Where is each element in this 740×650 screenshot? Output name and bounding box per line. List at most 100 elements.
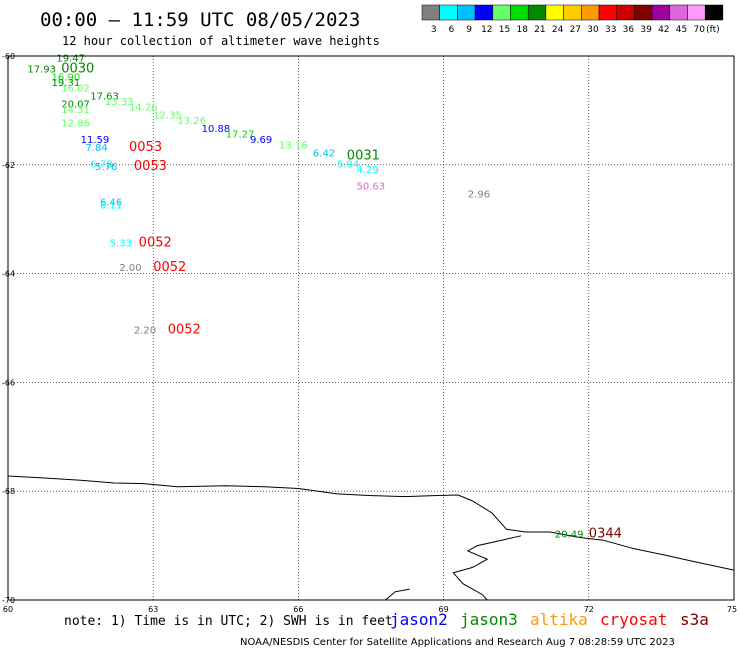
coastline-path (452, 535, 522, 601)
colorbar-swatch (421, 4, 440, 21)
swh-label: 9.69 (250, 135, 272, 146)
swh-label: 19.47 (56, 53, 85, 64)
colorbar-swatch (474, 4, 494, 21)
swh-label: 50.63 (356, 181, 385, 192)
colorbar-label: 33 (605, 25, 616, 35)
colorbar-swatch (616, 4, 635, 21)
colorbar-label: 45 (676, 25, 687, 35)
swh-label: 6.42 (313, 149, 335, 160)
colorbar-swatch (527, 4, 547, 21)
colorbar-label: 15 (499, 25, 510, 35)
colorbar-label: 6 (449, 25, 455, 35)
time-label: 0052 (153, 260, 186, 275)
lat-label: -60 (2, 52, 15, 61)
swh-label: 4.29 (356, 165, 378, 176)
swh-label: 12.86 (61, 119, 90, 130)
time-label: 0052 (139, 235, 172, 250)
swh-label: 11.59 (81, 135, 110, 146)
mission-label: altika (530, 610, 588, 629)
swh-label: 13.33 (105, 97, 134, 108)
mission-label: jason3 (460, 610, 518, 629)
swh-label: 19.31 (52, 78, 81, 89)
colorbar-swatch (651, 4, 671, 21)
note-text: note: 1) Time is in UTC; 2) SWH is in fe… (64, 614, 393, 629)
time-label: 0344 (589, 526, 622, 541)
colorbar: 3 6 9 12 15 18 21 24 27 30 33 36 39 42 45 70 (ft) (421, 4, 724, 35)
lon-label: 60 (3, 605, 13, 614)
swh-label: 6.46 (100, 198, 122, 209)
time-label: 0053 (129, 140, 162, 155)
lat-label: -66 (2, 378, 15, 387)
colorbar-label: 39 (640, 25, 652, 35)
swh-label: 10.88 (202, 124, 231, 135)
swh-label: 17.93 (27, 64, 56, 75)
lon-label: 66 (293, 605, 303, 614)
colorbar-label: 70 (693, 25, 705, 35)
colorbar-label: 36 (623, 25, 635, 35)
swh-label: 5.76 (95, 162, 117, 173)
swh-label: 2.20 (134, 325, 156, 336)
mission-label: jason2 (390, 610, 448, 629)
colorbar-label: 18 (516, 25, 528, 35)
colorbar-swatch (598, 4, 617, 21)
coastline-path (385, 588, 410, 601)
swh-label: 17.63 (90, 92, 119, 103)
lat-label: -62 (2, 161, 15, 170)
swh-label: 16.02 (61, 83, 90, 94)
colorbar-label: 12 (481, 25, 492, 35)
colorbar-swatch (687, 4, 706, 21)
mission-label: s3a (680, 610, 709, 629)
coastline-path (7, 475, 735, 571)
colorbar-swatch (457, 4, 476, 21)
swh-label: 12.35 (153, 111, 182, 122)
colorbar-swatch (669, 4, 688, 21)
colorbar-label: 24 (552, 25, 564, 35)
lat-label: -70 (2, 596, 15, 605)
lon-label: 63 (148, 605, 158, 614)
colorbar-label: 3 (431, 25, 437, 35)
footer-credit: NOAA/NESDIS Center for Satellite Applica… (240, 637, 675, 648)
colorbar-label: 27 (570, 25, 581, 35)
swh-label: 16.90 (52, 72, 81, 83)
colorbar-label: 9 (466, 25, 472, 35)
swh-label: 14.31 (61, 105, 90, 116)
swh-label: 13.16 (279, 140, 308, 151)
colorbar-swatch (704, 4, 724, 21)
swh-label: 13.26 (177, 116, 206, 127)
colorbar-swatch (510, 4, 529, 21)
colorbar-unit: (ft) (706, 25, 720, 35)
colorbar-swatch (581, 4, 600, 21)
swh-label: 20.49 (555, 529, 584, 540)
colorbar-swatch (492, 4, 511, 21)
swh-label: 2.00 (119, 263, 141, 274)
map-subtitle: 12 hour collection of altimeter wave hei… (62, 34, 380, 48)
swh-label: 5.33 (110, 238, 132, 249)
swh-label: 6.78 (90, 160, 112, 171)
mission-label: cryosat (600, 610, 667, 629)
swh-label: 7.84 (85, 143, 107, 154)
map-frame (7, 55, 735, 601)
lat-label: -68 (2, 487, 15, 496)
colorbar-label: 42 (658, 25, 669, 35)
swh-label: 14.26 (129, 102, 158, 113)
lon-label: 69 (439, 605, 449, 614)
colorbar-swatch (545, 4, 564, 21)
time-label: 0031 (347, 148, 380, 163)
swh-label: 17.27 (226, 130, 255, 141)
graticule (8, 56, 734, 600)
lat-label: -64 (2, 270, 15, 279)
time-label: 0053 (134, 159, 167, 174)
lon-label: 75 (727, 605, 737, 614)
time-label: 0052 (168, 322, 201, 337)
colorbar-label: 21 (534, 25, 545, 35)
lon-label: 72 (584, 605, 594, 614)
map-title: 00:00 – 11:59 UTC 08/05/2023 (40, 9, 360, 31)
colorbar-swatch (439, 4, 458, 21)
swh-label: 5.94 (337, 160, 359, 171)
colorbar-swatch (563, 4, 582, 21)
swh-label: 6.11 (100, 200, 122, 211)
swh-label: 20.07 (61, 100, 90, 111)
swh-label: 2.96 (468, 189, 490, 200)
